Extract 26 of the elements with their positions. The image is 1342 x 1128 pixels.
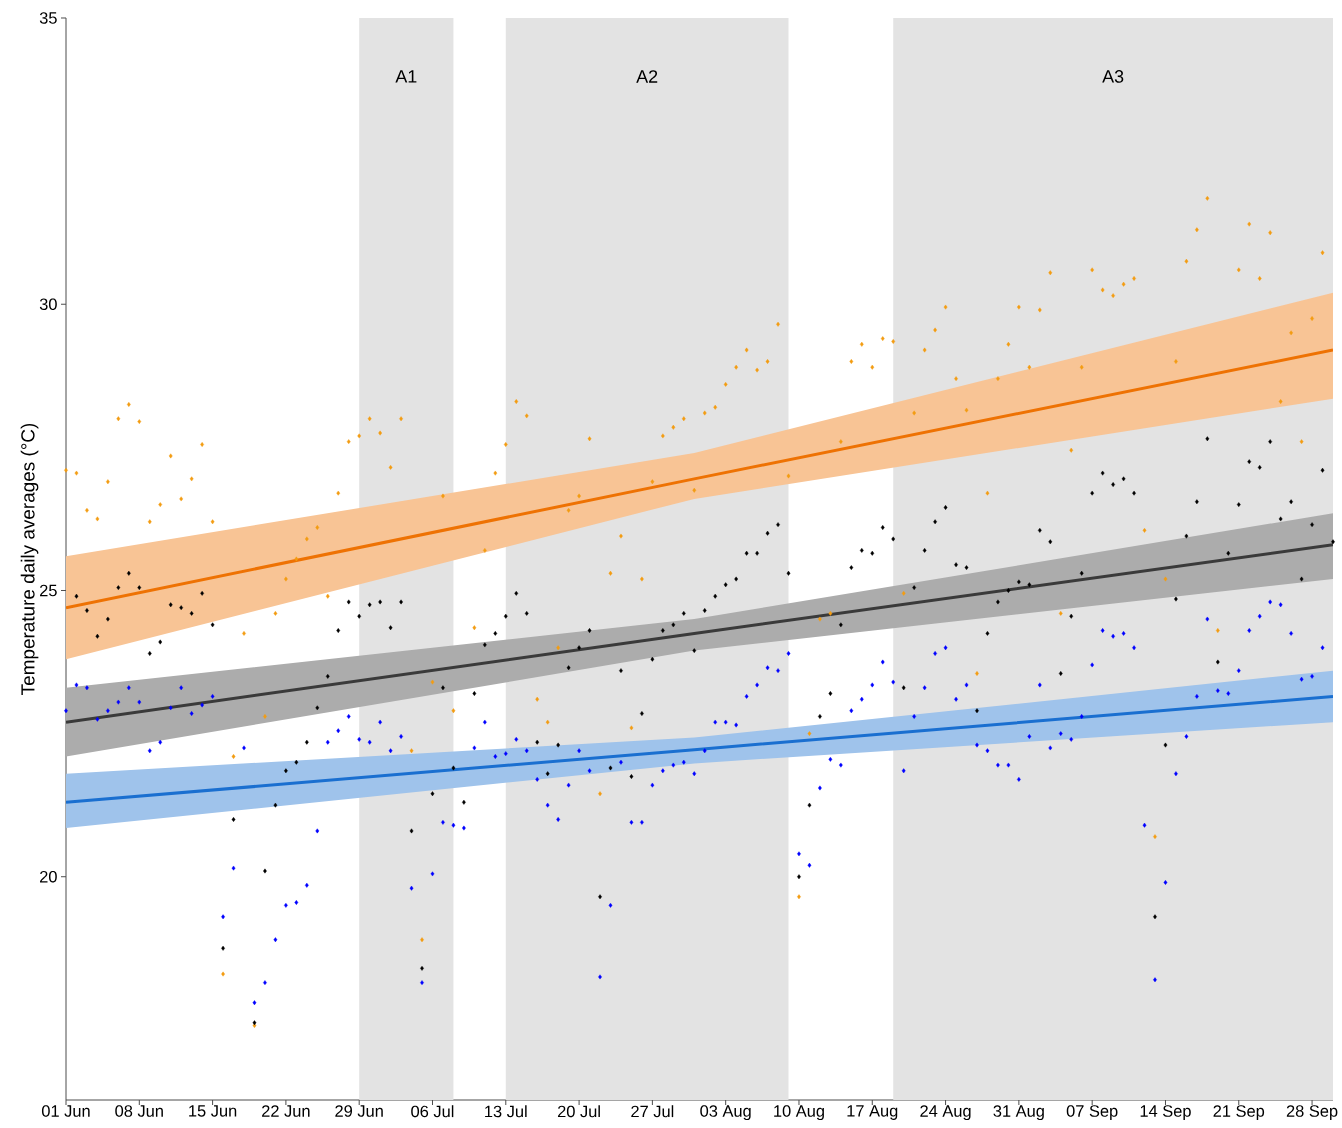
x-tick-label: 14 Sep [1140, 1105, 1191, 1121]
x-tick-label: 24 Aug [920, 1105, 971, 1121]
x-tick-label: 17 Aug [847, 1105, 898, 1120]
band-label: A1 [395, 70, 417, 83]
x-tick-label: 20 Jul [557, 1105, 600, 1118]
y-tick-label: 30 [39, 298, 57, 311]
x-tick-label: 03 Aug [700, 1105, 751, 1121]
x-tick-label: 15 Jun [189, 1105, 237, 1117]
band-label: A2 [636, 70, 658, 83]
y-tick-label: 25 [40, 584, 57, 597]
band-label: A3 [1102, 70, 1124, 83]
x-tick-label: 10 Aug [774, 1105, 824, 1121]
x-tick-label: 31 Aug [993, 1105, 1044, 1121]
y-tick-label: 20 [40, 870, 57, 883]
x-tick-label: 29 Jun [335, 1105, 383, 1117]
x-tick-label: 22 Jun [262, 1105, 310, 1117]
y-tick-label: 35 [39, 12, 57, 24]
x-tick-label: 21 Sep [1213, 1105, 1265, 1121]
y-axis-title: Temperature daily averages (°C) [20, 423, 39, 695]
x-tick-label: 07 Sep [1066, 1105, 1118, 1121]
x-tick-label: 08 Jun [115, 1105, 163, 1117]
x-tick-label: 27 Jul [631, 1105, 674, 1118]
x-tick-label: 13 Jul [485, 1105, 527, 1118]
x-tick-label: 28 Sep [1286, 1105, 1338, 1121]
x-tick-label: 01 Jun [41, 1105, 90, 1117]
x-tick-label: 06 Jul [411, 1105, 454, 1118]
